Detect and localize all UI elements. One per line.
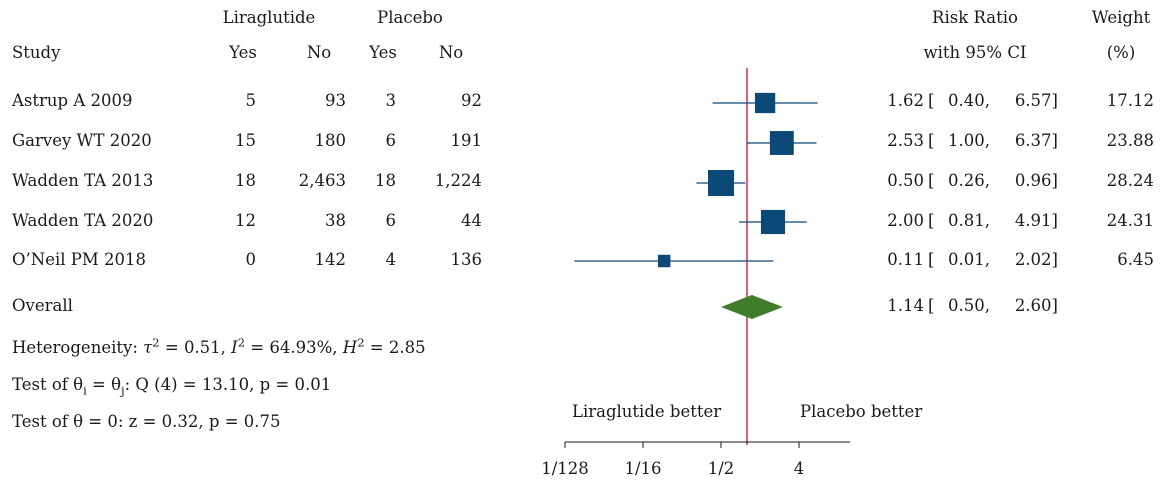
lira-yes: 15	[235, 131, 256, 150]
weight-value: 17.12	[1106, 91, 1154, 110]
ci-upper: 4.91]	[1014, 211, 1058, 230]
x-tick-label: 1/128	[541, 459, 589, 478]
ci-lower: 0.40,	[948, 91, 990, 110]
header-lira-yes: Yes	[229, 43, 257, 62]
ci-open-bracket: [	[928, 91, 935, 110]
ci-lower: 0.81,	[948, 211, 990, 230]
overall-bracket: [	[928, 296, 935, 315]
overall-label: Overall	[12, 296, 73, 315]
study-name: Wadden TA 2013	[12, 171, 154, 190]
ci-open-bracket: [	[928, 211, 935, 230]
study-name: Astrup A 2009	[12, 91, 133, 110]
weight-value: 24.31	[1106, 211, 1154, 230]
heterogeneity-line: Heterogeneity: τ2 = 0.51, I2 = 64.93%, H…	[12, 335, 426, 357]
plac-yes: 3	[385, 91, 397, 110]
effect-square	[769, 131, 794, 155]
right-favor-label: Placebo better	[800, 402, 922, 421]
effect-square	[754, 92, 776, 114]
header-weight-unit: (%)	[1106, 43, 1136, 62]
effect-square	[760, 209, 786, 235]
ci-lower: 1.00,	[948, 131, 990, 150]
header-lira-no: No	[306, 43, 332, 62]
study-name: Garvey WT 2020	[12, 131, 152, 150]
overall-diamond	[721, 295, 783, 319]
lira-no: 2,463	[298, 171, 346, 190]
weight-value: 23.88	[1106, 131, 1154, 150]
plac-yes: 6	[385, 131, 397, 150]
overall-lo: 0.50,	[948, 296, 990, 315]
header-liraglutide: Liraglutide	[222, 8, 316, 27]
q-test-line: Test of θi = θj: Q (4) = 13.10, p = 0.01	[12, 375, 332, 398]
plac-no: 191	[450, 131, 483, 150]
overall-rr: 1.14	[887, 296, 924, 315]
lira-no: 142	[314, 250, 347, 269]
effect-square	[708, 170, 734, 196]
rr-value: 0.50	[887, 171, 924, 190]
ci-open-bracket: [	[928, 171, 935, 190]
lira-no: 93	[325, 91, 346, 110]
lira-no: 38	[325, 211, 346, 230]
overall-hi: 2.60]	[1014, 296, 1058, 315]
header-placebo: Placebo	[377, 8, 443, 27]
lira-yes: 18	[235, 171, 256, 190]
ci-lower: 0.01,	[948, 250, 990, 269]
x-tick-label: 1/16	[624, 459, 661, 478]
header-plac-yes: Yes	[369, 43, 397, 62]
x-tick-label: 1/2	[708, 459, 735, 478]
plac-no: 1,224	[434, 171, 482, 190]
plac-no: 136	[450, 250, 483, 269]
plac-yes: 4	[385, 250, 397, 269]
rr-value: 2.00	[887, 211, 924, 230]
ci-lower: 0.26,	[948, 171, 990, 190]
rr-value: 2.53	[887, 131, 924, 150]
effect-square	[657, 254, 671, 268]
plac-no: 92	[461, 91, 482, 110]
lira-yes: 12	[235, 211, 256, 230]
left-favor-label: Liraglutide better	[572, 402, 721, 421]
header-risk-ratio: Risk Ratio	[932, 8, 1018, 27]
ci-open-bracket: [	[928, 131, 935, 150]
lira-no: 180	[314, 131, 347, 150]
lira-yes: 0	[245, 250, 257, 269]
x-tick-label: 4	[794, 459, 805, 478]
header-ci: with 95% CI	[923, 43, 1027, 62]
ci-open-bracket: [	[928, 250, 935, 269]
header-plac-no: No	[438, 43, 464, 62]
ci-upper: 2.02]	[1014, 250, 1058, 269]
study-name: O’Neil PM 2018	[12, 250, 147, 269]
plac-yes: 6	[385, 211, 397, 230]
rr-value: 1.62	[887, 91, 924, 110]
header-weight: Weight	[1091, 8, 1151, 27]
lira-yes: 5	[245, 91, 257, 110]
study-name: Wadden TA 2020	[12, 211, 154, 230]
rr-value: 0.11	[887, 250, 924, 269]
ci-upper: 6.57]	[1014, 91, 1058, 110]
plac-no: 44	[461, 211, 482, 230]
weight-value: 6.45	[1117, 250, 1154, 269]
weight-value: 28.24	[1106, 171, 1154, 190]
header-study: Study	[12, 43, 61, 62]
ci-upper: 0.96]	[1014, 171, 1058, 190]
plac-yes: 18	[375, 171, 396, 190]
ci-upper: 6.37]	[1014, 131, 1058, 150]
z-test-line: Test of θ = 0: z = 0.32, p = 0.75	[12, 412, 281, 431]
